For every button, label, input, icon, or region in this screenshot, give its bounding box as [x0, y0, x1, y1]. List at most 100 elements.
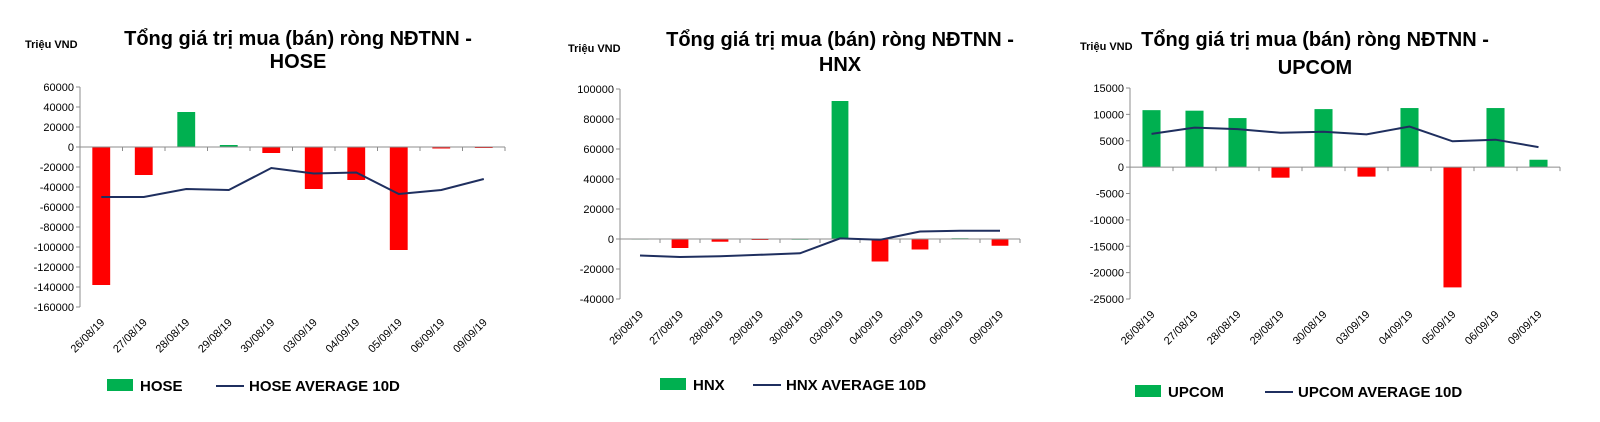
- y-tick-label: 60000: [583, 144, 614, 156]
- bar: [1271, 167, 1290, 178]
- x-tick-label: 29/08/19: [727, 309, 766, 348]
- unit-label: Triệu VND: [568, 43, 621, 55]
- x-tick-label: 05/09/19: [366, 317, 405, 356]
- x-tick-label: 27/08/19: [647, 309, 686, 348]
- legend-bar-swatch: [107, 379, 133, 391]
- y-tick-label: -80000: [40, 222, 74, 234]
- legend-bar-label: UPCOM: [1168, 384, 1224, 401]
- bar: [432, 147, 451, 149]
- y-tick-label: 80000: [583, 114, 614, 126]
- bar: [1185, 110, 1204, 168]
- y-tick-label: -25000: [1090, 294, 1124, 306]
- x-tick-label: 27/08/19: [111, 317, 150, 356]
- y-tick-label: -20000: [580, 264, 614, 276]
- x-tick-label: 05/09/19: [1420, 309, 1459, 348]
- bar: [134, 147, 153, 175]
- chart-title-line: Tổng giá trị mua (bán) ròng NĐTNN -: [1141, 29, 1489, 51]
- average-line: [101, 166, 485, 198]
- y-tick-label: -60000: [40, 202, 74, 214]
- y-tick-label: 20000: [583, 204, 614, 216]
- bar: [304, 147, 323, 189]
- bar: [1443, 167, 1462, 288]
- y-tick-label: -5000: [1096, 189, 1124, 201]
- chart-title-line: Tổng giá trị mua (bán) ròng NĐTNN -: [666, 29, 1014, 51]
- bar: [1357, 167, 1376, 177]
- legend-bar-swatch: [1135, 385, 1161, 397]
- chart-title-line: HNX: [819, 54, 862, 76]
- legend-line-label: HNX AVERAGE 10D: [786, 377, 926, 394]
- y-tick-label: -40000: [580, 294, 614, 306]
- y-tick-label: -160000: [34, 302, 74, 314]
- y-tick-label: 5000: [1100, 136, 1124, 148]
- unit-label: Triệu VND: [1080, 41, 1133, 53]
- y-tick-label: -20000: [40, 162, 74, 174]
- x-tick-label: 05/09/19: [887, 309, 926, 348]
- legend-bar-label: HNX: [693, 377, 725, 394]
- y-tick-label: 40000: [583, 174, 614, 186]
- x-tick-label: 03/09/19: [281, 317, 320, 356]
- x-tick-label: 26/08/19: [69, 317, 108, 356]
- bar: [1142, 110, 1161, 168]
- x-tick-label: 28/08/19: [154, 317, 193, 356]
- bar: [671, 239, 689, 248]
- x-tick-label: 30/08/19: [239, 317, 278, 356]
- y-tick-label: 40000: [43, 102, 74, 114]
- bar: [1314, 109, 1333, 168]
- y-tick-label: -20000: [1090, 268, 1124, 280]
- legend-bar-swatch: [660, 378, 686, 390]
- x-tick-label: 09/09/19: [1506, 309, 1545, 348]
- bar: [991, 239, 1009, 246]
- x-tick-label: 28/08/19: [687, 309, 726, 348]
- bar: [1228, 118, 1247, 168]
- chart-title-line: HOSE: [270, 51, 327, 73]
- average-line: [639, 229, 1000, 259]
- x-tick-label: 04/09/19: [324, 317, 363, 356]
- bar: [911, 239, 929, 250]
- x-tick-label: 29/08/19: [1248, 309, 1287, 348]
- average-line: [1151, 125, 1539, 149]
- x-tick-label: 26/08/19: [607, 309, 646, 348]
- x-tick-label: 04/09/19: [1377, 309, 1416, 348]
- y-tick-label: -140000: [34, 282, 74, 294]
- bar: [1400, 108, 1419, 168]
- y-tick-label: 0: [608, 234, 614, 246]
- x-tick-label: 06/09/19: [1463, 309, 1502, 348]
- hnx-chart: Tổng giá trị mua (bán) ròng NĐTNN - HNX Tr…: [568, 29, 1021, 394]
- x-tick-label: 06/09/19: [409, 317, 448, 356]
- x-tick-label: 30/08/19: [1291, 309, 1330, 348]
- upcom-chart: Tổng giá trị mua (bán) ròng NĐTNN - UPCOM…: [1080, 29, 1561, 401]
- bar: [389, 147, 408, 250]
- unit-label: Triệu VND: [25, 39, 78, 51]
- bar: [262, 147, 281, 153]
- x-tick-label: 30/08/19: [767, 309, 806, 348]
- x-tick-label: 06/09/19: [927, 309, 966, 348]
- bar: [871, 239, 889, 262]
- x-tick-label: 28/08/19: [1205, 309, 1244, 348]
- legend-line-label: HOSE AVERAGE 10D: [249, 378, 400, 395]
- bar: [831, 101, 849, 239]
- x-tick-label: 26/08/19: [1119, 309, 1158, 348]
- x-tick-label: 27/08/19: [1162, 309, 1201, 348]
- x-tick-label: 03/09/19: [807, 309, 846, 348]
- bar: [92, 147, 111, 285]
- chart-title-line: UPCOM: [1278, 57, 1352, 79]
- y-tick-label: 0: [68, 142, 74, 154]
- bar: [1529, 159, 1548, 168]
- y-tick-label: -120000: [34, 262, 74, 274]
- legend-line-label: UPCOM AVERAGE 10D: [1298, 384, 1462, 401]
- chart-title-line: Tổng giá trị mua (bán) ròng NĐTNN -: [124, 28, 472, 50]
- y-tick-label: 20000: [43, 122, 74, 134]
- legend-bar-label: HOSE: [140, 378, 183, 395]
- x-tick-label: 04/09/19: [847, 309, 886, 348]
- y-tick-label: 60000: [43, 82, 74, 94]
- y-tick-label: -40000: [40, 182, 74, 194]
- x-tick-label: 29/08/19: [196, 317, 235, 356]
- hose-chart: Tổng giá trị mua (bán) ròng NĐTNN -HOSET…: [25, 28, 506, 395]
- y-tick-label: 0: [1118, 162, 1124, 174]
- bar: [177, 112, 196, 147]
- bar: [1486, 108, 1505, 168]
- y-tick-label: -10000: [1090, 215, 1124, 227]
- x-tick-label: 03/09/19: [1334, 309, 1373, 348]
- bar: [219, 145, 238, 147]
